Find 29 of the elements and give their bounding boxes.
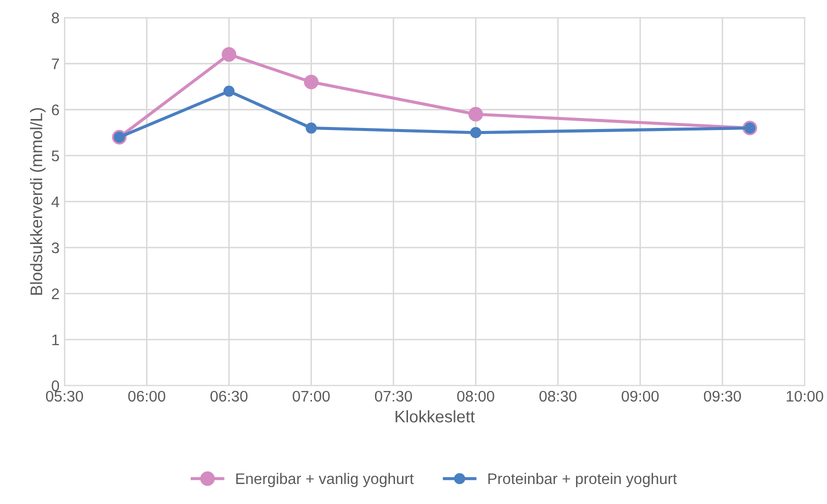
y-tick-label: 8 (52, 12, 59, 24)
y-tick-label: 2 (52, 288, 59, 300)
x-tick-label: 10:00 (786, 390, 824, 402)
x-tick-label: 07:00 (292, 390, 330, 402)
legend-label: Energibar + vanlig yoghurt (236, 472, 414, 488)
point (468, 106, 483, 122)
x-tick-label: 05:30 (46, 390, 84, 402)
legend-label: Proteinbar + protein yoghurt (488, 472, 677, 488)
x-tick-label: 08:00 (457, 390, 494, 402)
y-tick-label: 3 (52, 242, 59, 254)
point (306, 122, 317, 134)
y-tick-label: 6 (52, 104, 59, 116)
y-tick-label: 7 (52, 58, 59, 70)
x-tick-label: 09:00 (622, 390, 659, 402)
point (223, 86, 235, 97)
y-tick-label: 0 (52, 380, 60, 392)
point (304, 74, 319, 90)
point (222, 47, 236, 62)
y-tick-label: 1 (52, 334, 59, 346)
x-tick-label: 09:30 (704, 390, 741, 402)
x-tick-label: 07:30 (374, 390, 412, 402)
y-tick-label: 4 (52, 196, 60, 208)
y-axis-title: Blodsukkerverdi (mmol/L) (30, 108, 46, 295)
x-tick-label: 06:30 (210, 390, 248, 402)
x-tick-label: 08:30 (539, 390, 576, 402)
x-axis-title: Klokkeslett (396, 410, 475, 422)
point (470, 127, 482, 138)
x-tick-label: 06:00 (128, 390, 166, 402)
y-tick-label: 5 (52, 150, 60, 162)
